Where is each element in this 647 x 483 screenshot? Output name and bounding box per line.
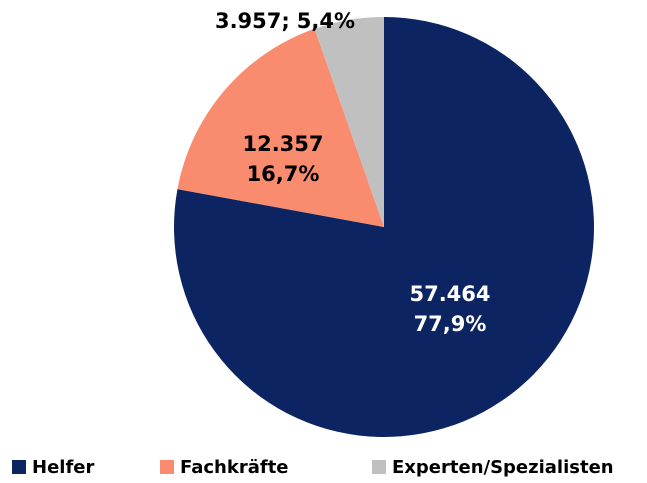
percent-label: 77,9% bbox=[414, 312, 487, 336]
percent-label: 5,4% bbox=[297, 9, 355, 33]
value-label: 12.357 bbox=[242, 132, 323, 156]
data-label: 12.357 16,7% bbox=[242, 132, 323, 186]
pie-slice bbox=[314, 17, 384, 227]
pie-slice bbox=[177, 28, 384, 227]
data-label: 57.464 77,9% bbox=[409, 282, 490, 336]
legend-swatch bbox=[12, 460, 26, 474]
legend-label: Helfer bbox=[32, 457, 94, 478]
legend-swatch bbox=[372, 460, 386, 474]
data-label: 3.957; 5,4% bbox=[215, 9, 355, 33]
value-label: 3.957; bbox=[215, 9, 290, 33]
legend-swatch bbox=[160, 460, 174, 474]
legend-label: Fachkräfte bbox=[180, 457, 289, 478]
legend-label: Experten/Spezialisten bbox=[392, 457, 614, 478]
percent-label: 16,7% bbox=[247, 162, 320, 186]
value-label: 57.464 bbox=[409, 282, 490, 306]
